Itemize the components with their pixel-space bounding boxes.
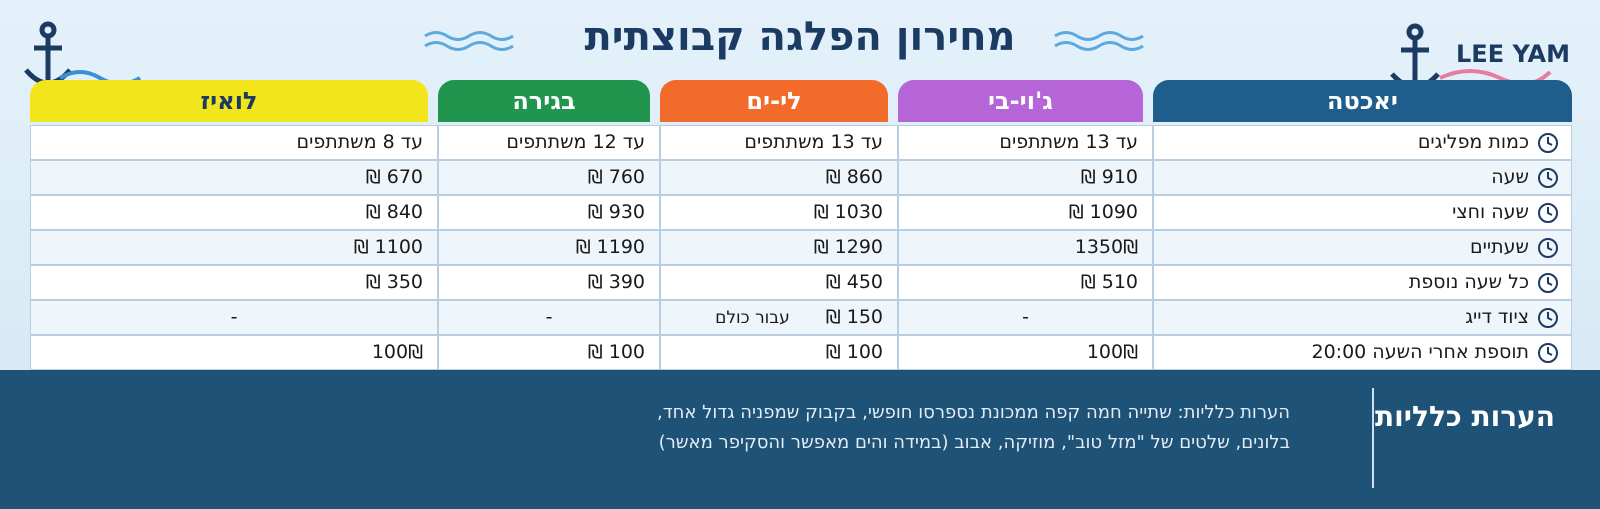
note-line: בלונים, שלטים של "מזל טוב", מוזיקה, אבוב… xyxy=(658,432,1290,453)
footer xyxy=(0,370,1600,509)
price-cell: 390 ₪ xyxy=(438,265,660,300)
price-cell: 1350₪ xyxy=(898,230,1153,265)
price-cell: 510 ₪ xyxy=(898,265,1153,300)
price-cell: 760 ₪ xyxy=(438,160,660,195)
row-label-text: תוספת אחרי השעה 20:00 xyxy=(1311,341,1530,363)
column-header: יאכטה xyxy=(1153,80,1572,122)
price-cell: 860 ₪ xyxy=(660,160,898,195)
price-cell: 1030 ₪ xyxy=(660,195,898,230)
row-icon xyxy=(1538,167,1558,188)
row-label: כמות מפליגים xyxy=(1153,125,1572,160)
row-icon xyxy=(1538,202,1558,223)
price-cell: עד 8 משתתפים xyxy=(30,125,438,160)
row-label-text: שעה וחצי xyxy=(1452,201,1529,223)
column-header: ג'וי-בי xyxy=(898,80,1143,122)
price-cell: 1190 ₪ xyxy=(438,230,660,265)
price-cell: 100₪ xyxy=(898,335,1153,370)
note-line: הערות כלליות: שתייה חמה קפה ממכונת נספרס… xyxy=(657,402,1290,423)
price-cell: - xyxy=(898,300,1153,335)
title: מחירון הפלגה קבוצתית xyxy=(584,14,1016,60)
column-header: לואיז xyxy=(30,80,428,122)
row-label: תוספת אחרי השעה 20:00 xyxy=(1153,335,1572,370)
price-cell: עד 13 משתתפים xyxy=(898,125,1153,160)
price-cell: 100 ₪ xyxy=(660,335,898,370)
column-header: בגירה xyxy=(438,80,650,122)
row-icon xyxy=(1538,307,1558,328)
price-cell: 1090 ₪ xyxy=(898,195,1153,230)
price-cell: 1100 ₪ xyxy=(30,230,438,265)
row-label: כל שעה נוספת xyxy=(1153,265,1572,300)
row-label: שעתיים xyxy=(1153,230,1572,265)
price-cell: 930 ₪ xyxy=(438,195,660,230)
price-cell: 150 ₪ עבור כולם xyxy=(660,300,898,335)
divider xyxy=(1372,388,1374,488)
row-label-text: כל שעה נוספת xyxy=(1408,271,1529,293)
price-cell: 910 ₪ xyxy=(898,160,1153,195)
price-cell: - xyxy=(30,300,438,335)
price-cell: 450 ₪ xyxy=(660,265,898,300)
row-label-text: שעה xyxy=(1491,166,1529,188)
row-icon xyxy=(1538,132,1558,153)
logo: LEE YAM xyxy=(1456,40,1570,68)
row-label: שעה וחצי xyxy=(1153,195,1572,230)
price-cell: 670 ₪ xyxy=(30,160,438,195)
price-cell: - xyxy=(438,300,660,335)
row-icon xyxy=(1538,342,1558,363)
row-label-text: כמות מפליגים xyxy=(1417,131,1529,153)
row-label-text: ציוד דייג xyxy=(1465,306,1529,328)
price-cell: 350 ₪ xyxy=(30,265,438,300)
price-cell: 100₪ xyxy=(30,335,438,370)
price-cell: 840 ₪ xyxy=(30,195,438,230)
price-cell: 100 ₪ xyxy=(438,335,660,370)
price-cell: עד 13 משתתפים xyxy=(660,125,898,160)
price-cell: עד 12 משתתפים xyxy=(438,125,660,160)
notes-title: הערות כלליות xyxy=(1375,400,1555,433)
price-note: עבור כולם xyxy=(715,308,790,328)
row-label: ציוד דייג xyxy=(1153,300,1572,335)
price: 150 ₪ xyxy=(825,306,883,328)
price-cell: 1290 ₪ xyxy=(660,230,898,265)
row-icon xyxy=(1538,237,1558,258)
column-header: לי-ים xyxy=(660,80,888,122)
row-icon xyxy=(1538,272,1558,293)
row-label: שעה xyxy=(1153,160,1572,195)
row-label-text: שעתיים xyxy=(1470,236,1529,258)
